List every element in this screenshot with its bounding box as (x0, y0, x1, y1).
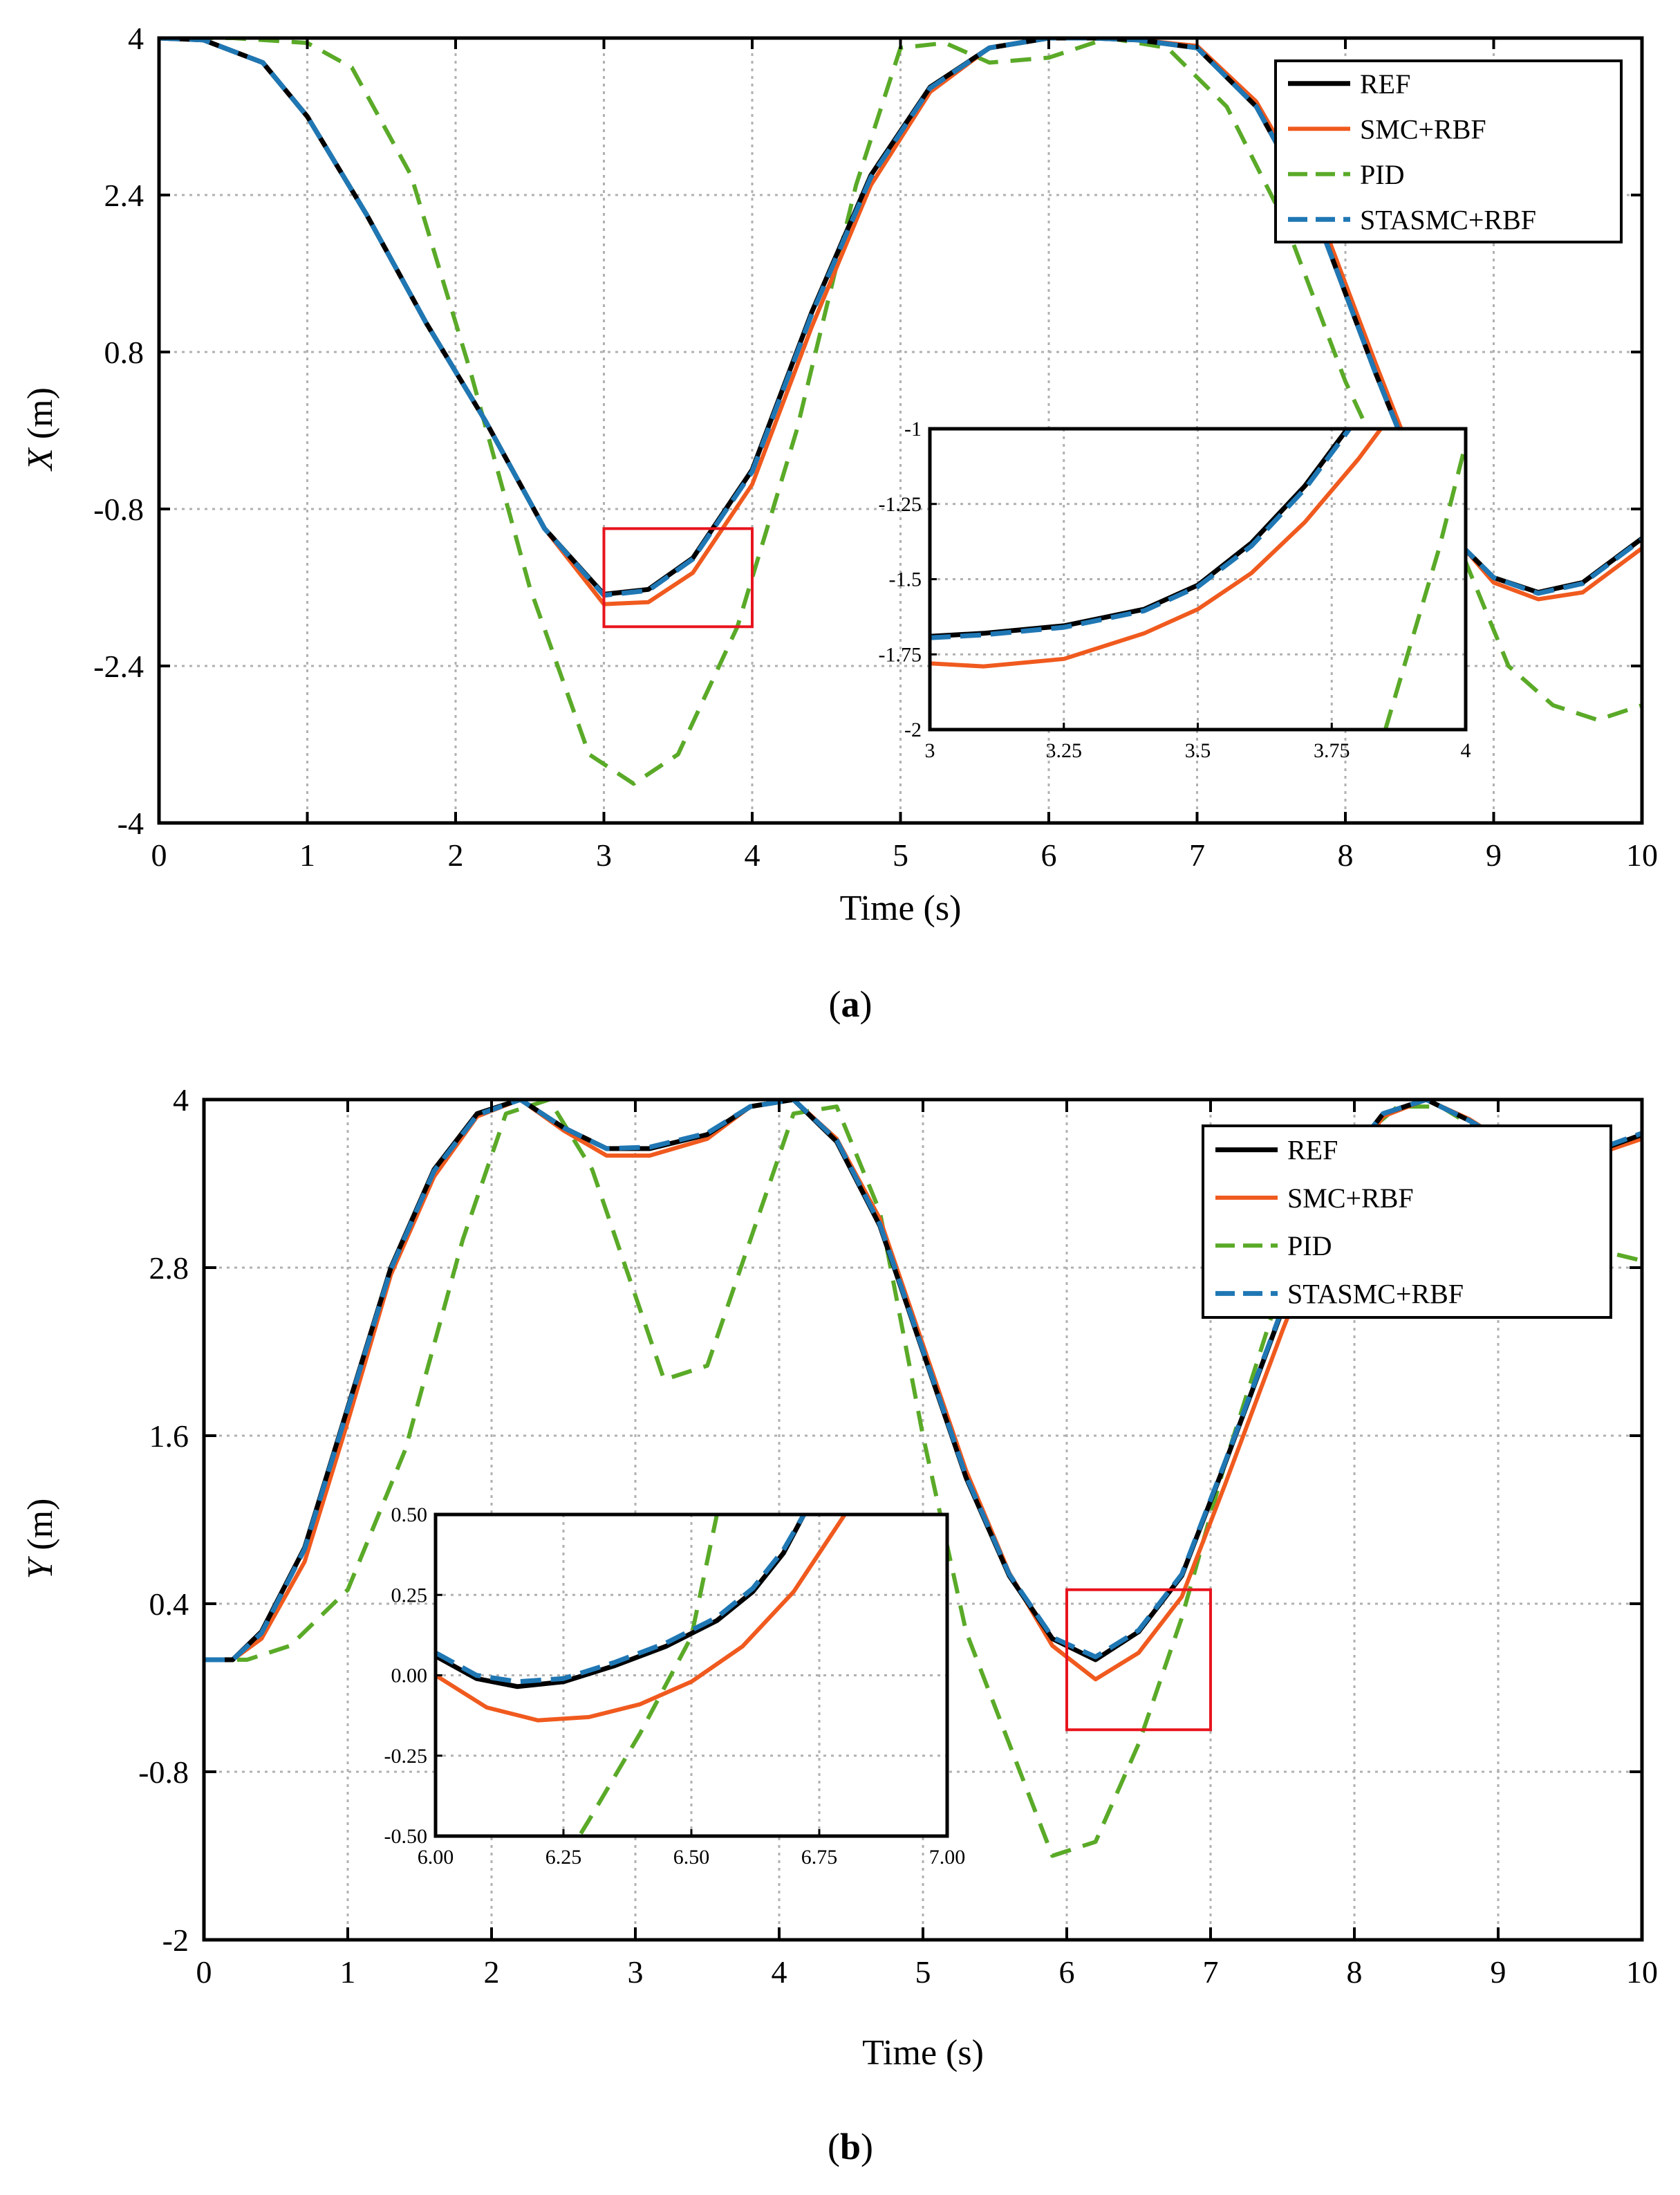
inset-y-tick-label: -0.25 (384, 1745, 428, 1768)
inset-x-tick-label: 6.75 (801, 1846, 838, 1869)
x-tick-label: 3 (628, 1954, 644, 1990)
x-tick-label: 5 (915, 1954, 931, 1990)
inset-x-tick-label: 7.00 (929, 1846, 966, 1869)
legend: REF SMC+RBF PID STASMC+RBF (1274, 59, 1623, 243)
x-axis-label: Time (s) (862, 2033, 984, 2073)
y-tick-label: 0.4 (149, 1586, 189, 1622)
inset-y-tick-label: -1.75 (879, 643, 922, 666)
inset-series-stasmc-rbf-line (930, 429, 1353, 640)
y-axis-label: Y (m) (21, 1498, 60, 1579)
x-tick-label: 7 (1203, 1954, 1219, 1990)
x-axis-label: Time (s) (840, 889, 962, 928)
inset-y-tick-label: -1.5 (889, 568, 922, 591)
x-tick-label: 6 (1041, 837, 1057, 873)
inset-series-group (930, 429, 1466, 730)
y-axis-variable: X (21, 447, 60, 472)
legend-label-stasmc-rbf: STASMC+RBF (1287, 1278, 1464, 1309)
legend-box (1274, 59, 1623, 243)
caption-letter: a (841, 983, 860, 1025)
inset: 3 3.25 3.5 3.75 4 -1 -1.25 -1.5 -1.75 -2 (879, 418, 1471, 762)
x-tick-label: 4 (745, 837, 760, 873)
legend: REF SMC+RBF PID STASMC+RBF (1202, 1124, 1612, 1319)
x-tick-label: 8 (1347, 1954, 1363, 1990)
x-tick-label: 6 (1059, 1954, 1075, 1990)
y-tick-label: -2 (162, 1923, 189, 1958)
legend-label-smc-rbf: SMC+RBF (1287, 1183, 1414, 1214)
inset-series-pid-line (1383, 443, 1466, 730)
x-tick-label: 3 (596, 837, 612, 873)
inset-series-pid-line (577, 1515, 719, 1836)
legend-label-ref: REF (1360, 68, 1410, 100)
inset-series-stasmc-rbf-line (436, 1515, 806, 1685)
legend-label-smc-rbf: SMC+RBF (1360, 113, 1486, 145)
legend-label-pid: PID (1360, 159, 1404, 190)
inset-x-tick-label: 6.50 (673, 1846, 710, 1869)
y-tick-label: 4 (128, 21, 144, 56)
x-tick-label: 1 (340, 1954, 356, 1990)
x-tick-label: 9 (1486, 837, 1502, 873)
inset-x-tick-label: 6.25 (545, 1846, 582, 1869)
y-tick-label: -2.4 (93, 649, 144, 684)
legend-label-stasmc-rbf: STASMC+RBF (1360, 204, 1536, 235)
series-pid-line (159, 38, 1642, 786)
y-tick-label: 4 (173, 1082, 189, 1118)
x-tick-label: 2 (448, 837, 464, 873)
y-axis-variable: Y (21, 1556, 60, 1580)
inset-series-smc-rbf-line (436, 1515, 847, 1723)
y-axis-unit: (m) (21, 1498, 60, 1559)
legend-label-ref: REF (1287, 1135, 1338, 1166)
inset-y-tick-label: 0.50 (391, 1503, 428, 1526)
y-tick-label: 2.4 (104, 178, 144, 213)
inset-x-tick-label: 4 (1461, 739, 1471, 762)
y-tick-label: 1.6 (149, 1418, 189, 1454)
inset-y-tick-label: -1 (904, 418, 922, 441)
caption-open: ( (829, 983, 841, 1025)
inset: 6.00 6.25 6.50 6.75 7.00 0.50 0.25 0.00 -0.25 -0.… (384, 1503, 966, 1869)
inset-series-smc-rbf-line (930, 429, 1384, 669)
x-tick-label: 0 (151, 837, 167, 873)
x-tick-label: 0 (196, 1954, 212, 1990)
panel-caption: (a) (829, 983, 872, 1025)
inset-x-tick-label: 3.5 (1185, 739, 1211, 762)
caption-letter: b (840, 2126, 861, 2167)
panel-a: 0 1 2 3 4 5 6 7 8 9 10 4 2.4 0.8 -0.8 -2.4 -4 Time (s) X (… (21, 21, 1658, 1025)
inset-y-tick-label: 0.25 (391, 1584, 428, 1606)
zoom-box (602, 527, 754, 629)
x-tick-label: 8 (1338, 837, 1354, 873)
panel-b: 0 1 2 3 4 5 6 7 8 9 10 4 2.8 1.6 0.4 -0.8 -2 Time (s) Y (m… (21, 1082, 1658, 2167)
inset-y-tick-label: -2 (904, 719, 922, 741)
inset-x-tick-label: 3.75 (1314, 739, 1350, 762)
inset-y-tick-label: 0.00 (391, 1665, 428, 1687)
inset-x-tick-label: 3.25 (1046, 739, 1083, 762)
legend-label-pid: PID (1287, 1230, 1332, 1261)
inset-y-tick-label: -1.25 (879, 493, 922, 516)
inset-x-tick-label: 6.00 (418, 1846, 454, 1869)
legend-box (1202, 1124, 1612, 1319)
y-tick-label: -4 (118, 806, 144, 841)
caption-close: ) (860, 983, 872, 1025)
y-axis-label: X (m) (21, 387, 60, 472)
y-tick-label: -0.8 (93, 492, 144, 527)
panel-caption: (b) (828, 2126, 873, 2167)
x-tick-label: 10 (1626, 837, 1658, 873)
inset-y-tick-label: -0.50 (384, 1825, 428, 1848)
y-tick-label: -0.8 (138, 1754, 189, 1790)
caption-close: ) (861, 2126, 873, 2167)
zoom-box (1065, 1588, 1212, 1732)
inset-x-tick-label: 3 (925, 739, 935, 762)
x-tick-label: 4 (772, 1954, 787, 1990)
x-tick-label: 2 (484, 1954, 500, 1990)
x-tick-label: 7 (1189, 837, 1205, 873)
y-axis-unit: (m) (21, 387, 60, 448)
caption-open: ( (828, 2126, 840, 2167)
x-tick-label: 5 (893, 837, 908, 873)
x-tick-label: 1 (299, 837, 315, 873)
x-tick-label: 9 (1491, 1954, 1506, 1990)
inset-series-group (436, 1515, 847, 1836)
y-tick-label: 2.8 (149, 1250, 189, 1286)
x-tick-label: 10 (1626, 1954, 1658, 1990)
y-tick-label: 0.8 (104, 335, 144, 370)
